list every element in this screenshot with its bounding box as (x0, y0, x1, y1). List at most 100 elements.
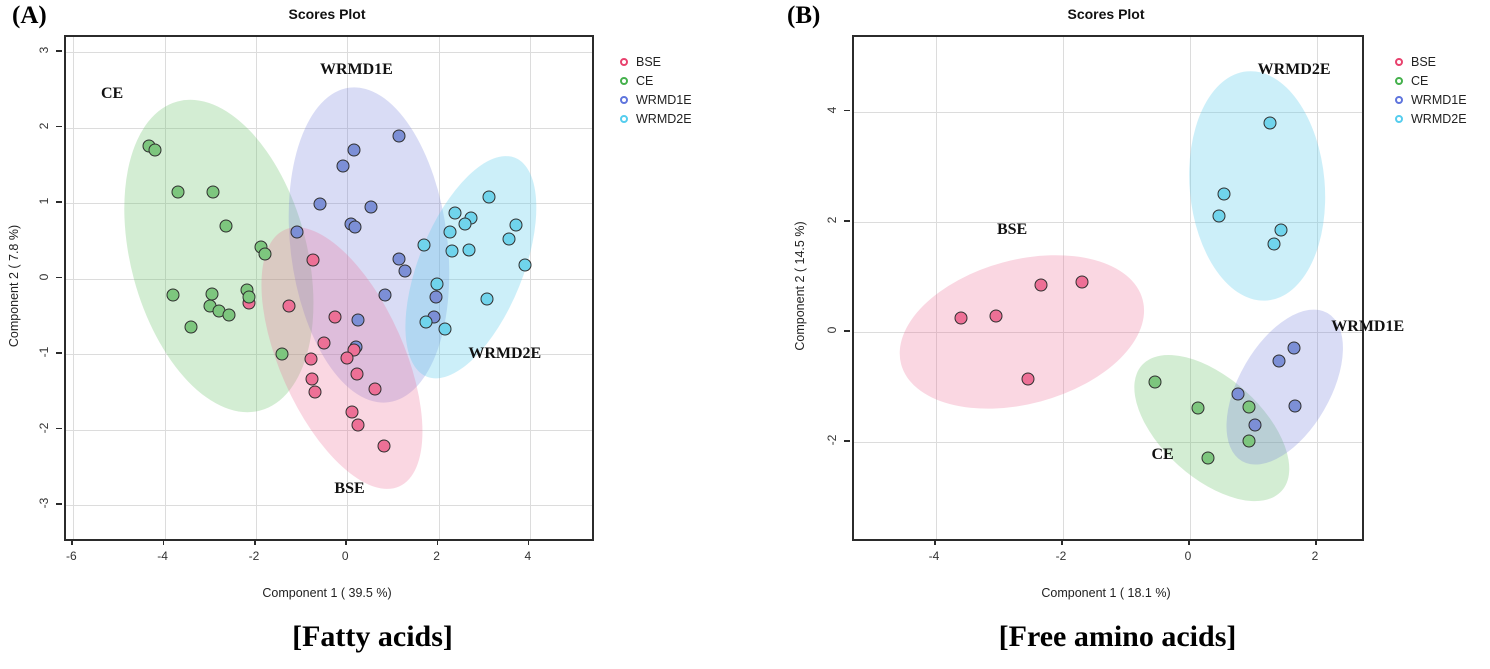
x-tick-label: 0 (341, 549, 349, 563)
gridline-x (935, 37, 937, 539)
data-point-wrmd1e (392, 129, 406, 143)
data-point-wrmd2e (1263, 116, 1277, 130)
x-tick-mark (1187, 539, 1190, 545)
figure-caption-b: [Free amino acids] (998, 620, 1237, 653)
panel-letter-a: (A) (12, 2, 47, 29)
legend-label: WRMD1E (636, 92, 692, 107)
gridline-y (854, 442, 1362, 444)
data-point-wrmd1e (378, 288, 392, 302)
cluster-label-wrmd2e: WRMD2E (1257, 61, 1331, 79)
data-point-bse (340, 351, 354, 365)
data-point-bse (345, 405, 359, 419)
data-point-bse (377, 439, 391, 453)
data-point-wrmd2e (448, 206, 462, 220)
gridline-y (66, 505, 592, 507)
x-tick-label: 0 (1184, 549, 1192, 563)
legend-label: WRMD1E (1411, 92, 1467, 107)
data-point-wrmd2e (518, 258, 532, 272)
y-tick-label: 3 (37, 46, 51, 54)
data-point-wrmd1e (313, 197, 327, 211)
data-point-bse (304, 352, 318, 366)
data-point-wrmd2e (438, 322, 452, 336)
data-point-ce (1242, 434, 1256, 448)
data-point-wrmd2e (1267, 237, 1281, 251)
data-point-wrmd2e (419, 315, 433, 329)
x-tick-label: -6 (65, 549, 77, 563)
data-point-ce (242, 290, 256, 304)
plot-title-b: Scores Plot (1067, 6, 1145, 22)
y-axis-label-a: Component 2 ( 7.8 %) (7, 224, 21, 348)
y-tick-mark (844, 109, 850, 112)
x-tick-mark (1314, 539, 1317, 545)
data-point-ce (166, 288, 180, 302)
data-point-wrmd2e (480, 292, 494, 306)
gridline-x (73, 37, 75, 539)
data-point-wrmd1e (1231, 387, 1245, 401)
gridline-x (164, 37, 166, 539)
x-tick-mark (436, 539, 439, 545)
x-tick-label: 2 (433, 549, 440, 563)
data-point-bse (308, 385, 322, 399)
data-point-bse (328, 310, 342, 324)
data-point-bse (1075, 275, 1089, 289)
y-tick-label: 0 (825, 326, 839, 334)
y-tick-mark (56, 201, 62, 203)
legend-marker-wrmd1e-icon (1395, 95, 1403, 104)
gridline-y (854, 111, 1362, 113)
legend-a: BSE CE WRMD1E WRMD2E (620, 52, 692, 128)
y-tick-label: -2 (825, 434, 839, 446)
legend-item-wrmd1e: WRMD1E (620, 90, 692, 109)
group-ellipse-wrmd2e (1179, 65, 1334, 307)
legend-marker-wrmd2e-icon (620, 114, 628, 123)
x-tick-mark (253, 539, 256, 545)
data-point-wrmd1e (347, 143, 361, 157)
legend-label: CE (1411, 73, 1429, 88)
y-tick-label: -3 (37, 497, 51, 509)
x-tick-mark (71, 539, 73, 545)
plot-title-a: Scores Plot (288, 6, 366, 22)
cluster-label-wrmd1e: WRMD1E (1331, 317, 1405, 335)
data-point-bse (350, 367, 364, 381)
legend-marker-ce-icon (620, 76, 628, 85)
y-tick-mark (56, 352, 62, 354)
gridline-x (1062, 37, 1064, 539)
x-tick-label: 2 (1311, 549, 1319, 563)
data-point-ce (205, 287, 219, 301)
legend-item-ce: CE (620, 71, 692, 90)
x-tick-mark (527, 539, 530, 545)
legend-marker-wrmd1e-icon (620, 95, 628, 104)
y-tick-label: 1 (37, 197, 51, 205)
x-axis-label-b: Component 1 ( 18.1 %) (1041, 586, 1171, 600)
gridline-y (66, 429, 592, 431)
data-point-wrmd2e (502, 232, 516, 246)
gridline-x (1316, 37, 1318, 539)
gridline-x (529, 37, 531, 539)
data-point-ce (1201, 451, 1215, 465)
data-point-wrmd2e (430, 277, 444, 291)
data-point-bse (282, 299, 296, 313)
x-tick-mark (933, 539, 936, 545)
data-point-wrmd1e (392, 252, 406, 266)
data-point-ce (1148, 375, 1162, 389)
data-point-wrmd2e (482, 190, 496, 204)
data-point-ce (222, 308, 236, 322)
x-tick-label: -4 (928, 549, 940, 563)
data-point-wrmd1e (351, 313, 365, 327)
cluster-label-ce: CE (1151, 446, 1174, 464)
x-tick-mark (162, 539, 165, 545)
y-tick-label: 2 (825, 216, 839, 224)
legend-marker-ce-icon (1395, 76, 1403, 85)
plot-area-a: CE WRMD1E WRMD2E BSE (64, 35, 594, 541)
data-point-wrmd2e (1217, 187, 1231, 201)
data-point-wrmd1e (336, 159, 350, 173)
data-point-bse (305, 372, 319, 386)
cluster-label-wrmd2e: WRMD2E (468, 345, 542, 363)
y-tick-mark (56, 427, 62, 430)
y-tick-mark (56, 50, 62, 52)
legend-item-ce: CE (1395, 71, 1467, 90)
data-point-wrmd1e (398, 264, 412, 278)
data-point-ce (206, 185, 220, 199)
data-point-bse (954, 311, 968, 325)
y-tick-label: 0 (37, 273, 51, 280)
